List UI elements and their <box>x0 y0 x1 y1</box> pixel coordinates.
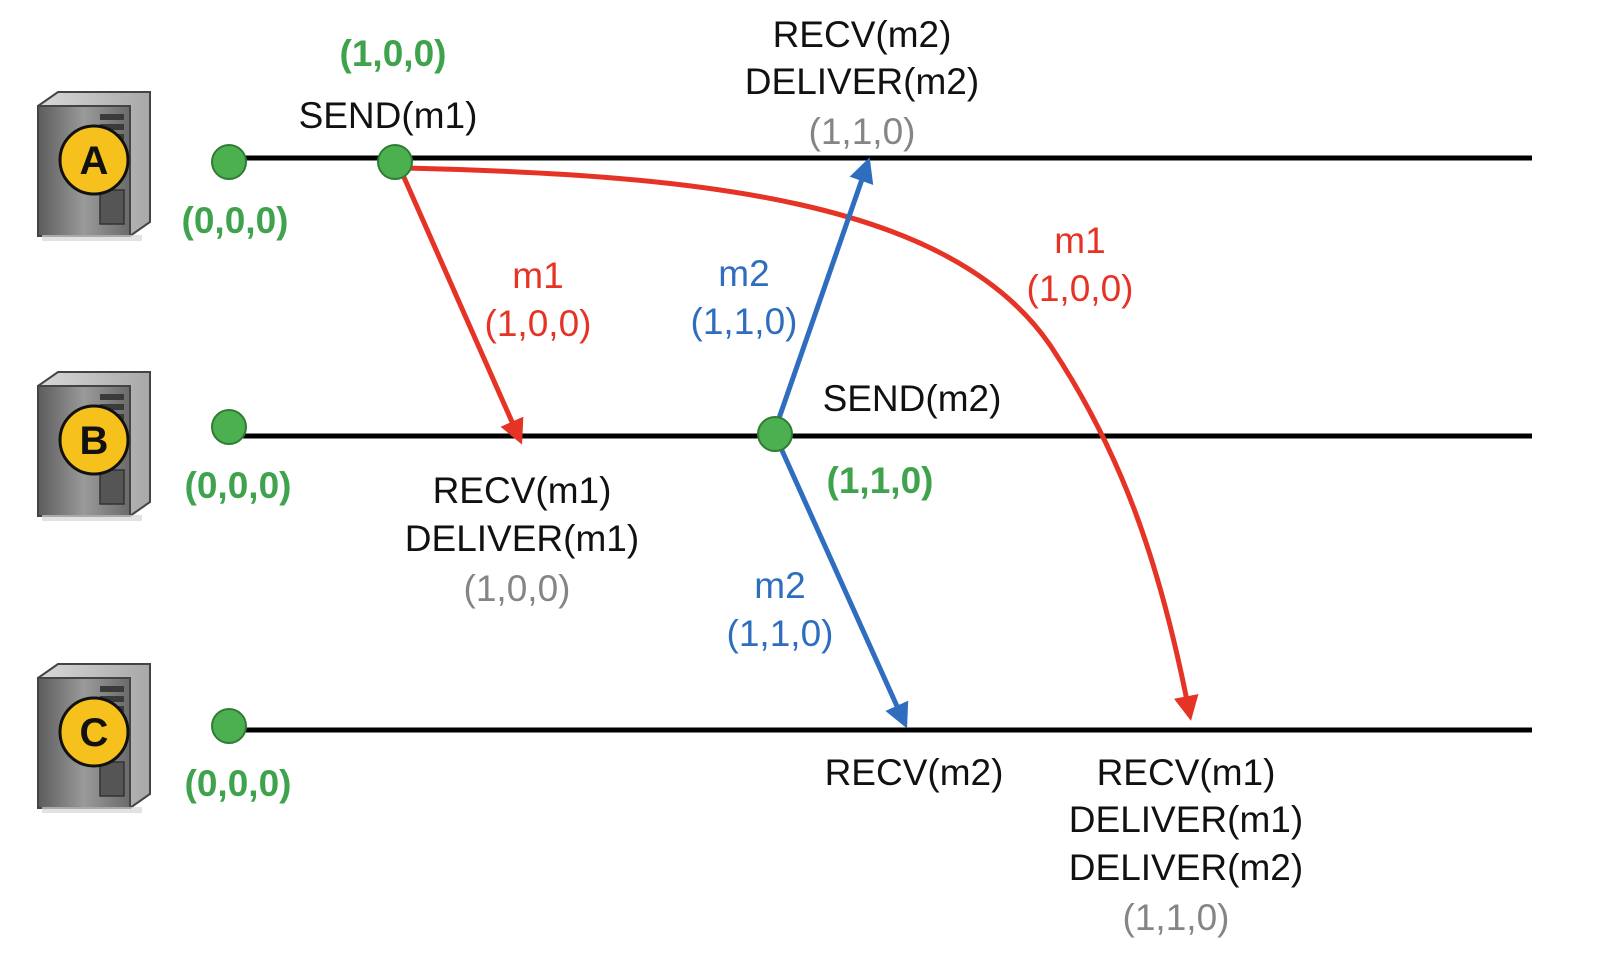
event-dot-b-initial <box>211 409 247 445</box>
message-m1-to-b-name: m1 <box>512 255 563 296</box>
initial-clock-c: (0,0,0) <box>185 763 292 804</box>
message-m2-to-c-name: m2 <box>754 565 805 606</box>
server-badge-b: B <box>58 404 130 476</box>
message-m2-to-c <box>777 444 909 729</box>
initial-clock-b: (0,0,0) <box>185 465 292 506</box>
message-m1-to-c-name: m1 <box>1054 220 1105 261</box>
event-dot-c-initial <box>211 708 247 744</box>
message-m2-to-a <box>774 157 874 425</box>
message-m2-to-a-clock: (1,1,0) <box>691 301 798 342</box>
b-recv-m1-line-1: RECV(m1) <box>433 470 612 511</box>
message-m2-to-a-name: m2 <box>718 253 769 294</box>
c-recv-m1-line-3: DELIVER(m2) <box>1069 847 1303 888</box>
a-recv-m2-line-1: RECV(m2) <box>773 14 952 55</box>
server-label-a: A <box>80 139 109 183</box>
a-send-m1-clock: (1,0,0) <box>340 33 447 74</box>
server-label-b: B <box>80 419 109 463</box>
c-recv-m2-label: RECV(m2) <box>825 752 1004 793</box>
message-m1-to-b <box>396 164 524 445</box>
b-recv-m1-clock: (1,0,0) <box>464 568 571 609</box>
c-recv-m1-line-2: DELIVER(m1) <box>1069 799 1303 840</box>
c-recv-m1-line-1: RECV(m1) <box>1097 752 1276 793</box>
server-badge-c: C <box>58 696 130 768</box>
message-m1-to-c <box>404 165 1199 721</box>
a-recv-m2-clock: (1,1,0) <box>809 111 916 152</box>
server-label-c: C <box>80 711 109 755</box>
message-m2-to-c-clock: (1,1,0) <box>727 613 834 654</box>
event-dot-a-initial <box>211 144 247 180</box>
event-dot-b-send-m2 <box>757 416 793 452</box>
a-recv-m2-line-2: DELIVER(m2) <box>745 61 979 102</box>
b-recv-m1-line-2: DELIVER(m1) <box>405 518 639 559</box>
b-send-m2-label: SEND(m2) <box>823 378 1002 419</box>
server-badge-a: A <box>58 124 130 196</box>
message-m1-to-b-clock: (1,0,0) <box>485 303 592 344</box>
initial-clock-a: (0,0,0) <box>182 200 289 241</box>
c-recv-m1-clock: (1,1,0) <box>1123 897 1230 938</box>
event-dot-a-send-m1 <box>377 144 413 180</box>
message-m1-to-c-clock: (1,0,0) <box>1027 268 1134 309</box>
a-send-m1-label: SEND(m1) <box>299 95 478 136</box>
b-send-m2-clock: (1,1,0) <box>827 460 934 501</box>
